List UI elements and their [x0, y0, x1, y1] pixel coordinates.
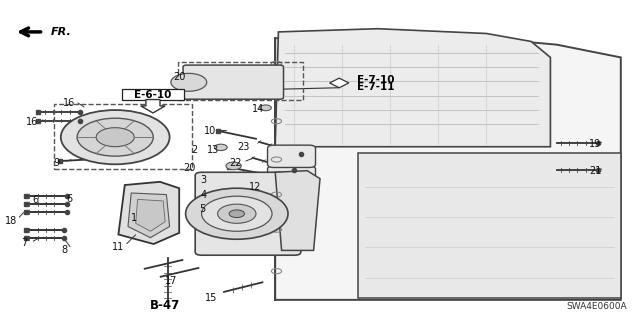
FancyBboxPatch shape	[268, 207, 316, 230]
Text: 1: 1	[131, 212, 138, 223]
FancyBboxPatch shape	[268, 166, 316, 188]
Text: 11: 11	[112, 242, 125, 252]
Text: 17: 17	[165, 276, 178, 286]
Circle shape	[96, 128, 134, 147]
Text: 8: 8	[61, 245, 67, 256]
Text: 6: 6	[66, 194, 72, 204]
Text: 5: 5	[199, 204, 205, 214]
Text: E-6-10: E-6-10	[134, 90, 172, 100]
FancyBboxPatch shape	[268, 145, 316, 167]
Text: E-7-10: E-7-10	[357, 75, 395, 85]
Text: SWA4E0600A: SWA4E0600A	[566, 302, 627, 311]
Text: 20: 20	[183, 163, 196, 174]
Circle shape	[171, 73, 207, 91]
Polygon shape	[275, 29, 550, 147]
Text: 13: 13	[207, 145, 220, 155]
Text: 6: 6	[32, 195, 38, 205]
Polygon shape	[128, 193, 170, 238]
Text: 7: 7	[21, 238, 28, 249]
Text: 15: 15	[205, 293, 218, 303]
Polygon shape	[136, 199, 165, 231]
Polygon shape	[275, 171, 320, 250]
Text: 3: 3	[200, 175, 207, 185]
Text: 10: 10	[204, 126, 216, 136]
Polygon shape	[330, 78, 349, 88]
Polygon shape	[275, 32, 621, 300]
Circle shape	[77, 118, 153, 156]
Text: 14: 14	[252, 104, 264, 114]
Text: 19: 19	[589, 138, 602, 149]
Text: E-7-11: E-7-11	[357, 82, 395, 92]
Circle shape	[61, 110, 170, 164]
Circle shape	[229, 210, 244, 218]
Text: 4: 4	[200, 189, 207, 200]
Text: FR.: FR.	[51, 27, 72, 37]
Polygon shape	[358, 153, 621, 298]
Text: 16: 16	[26, 117, 38, 127]
Circle shape	[214, 144, 227, 151]
Circle shape	[202, 196, 272, 231]
Text: B-47: B-47	[150, 299, 180, 312]
Text: 12: 12	[248, 182, 261, 192]
FancyBboxPatch shape	[183, 65, 284, 99]
Text: 23: 23	[237, 142, 250, 152]
Text: 16: 16	[63, 98, 76, 108]
Polygon shape	[118, 182, 179, 244]
Circle shape	[218, 204, 256, 223]
FancyBboxPatch shape	[195, 172, 301, 255]
FancyBboxPatch shape	[268, 187, 316, 209]
Polygon shape	[141, 100, 165, 113]
Text: 22: 22	[229, 158, 242, 168]
Text: 9: 9	[53, 158, 60, 168]
Text: 18: 18	[5, 216, 18, 226]
Circle shape	[260, 105, 271, 111]
Circle shape	[226, 162, 241, 170]
Text: 2: 2	[191, 145, 197, 155]
Text: 20: 20	[173, 72, 186, 82]
Text: 21: 21	[589, 166, 602, 176]
FancyBboxPatch shape	[122, 89, 184, 100]
Circle shape	[186, 188, 288, 239]
